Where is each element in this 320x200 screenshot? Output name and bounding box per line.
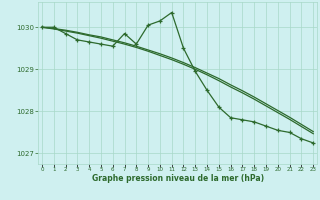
X-axis label: Graphe pression niveau de la mer (hPa): Graphe pression niveau de la mer (hPa)	[92, 174, 264, 183]
